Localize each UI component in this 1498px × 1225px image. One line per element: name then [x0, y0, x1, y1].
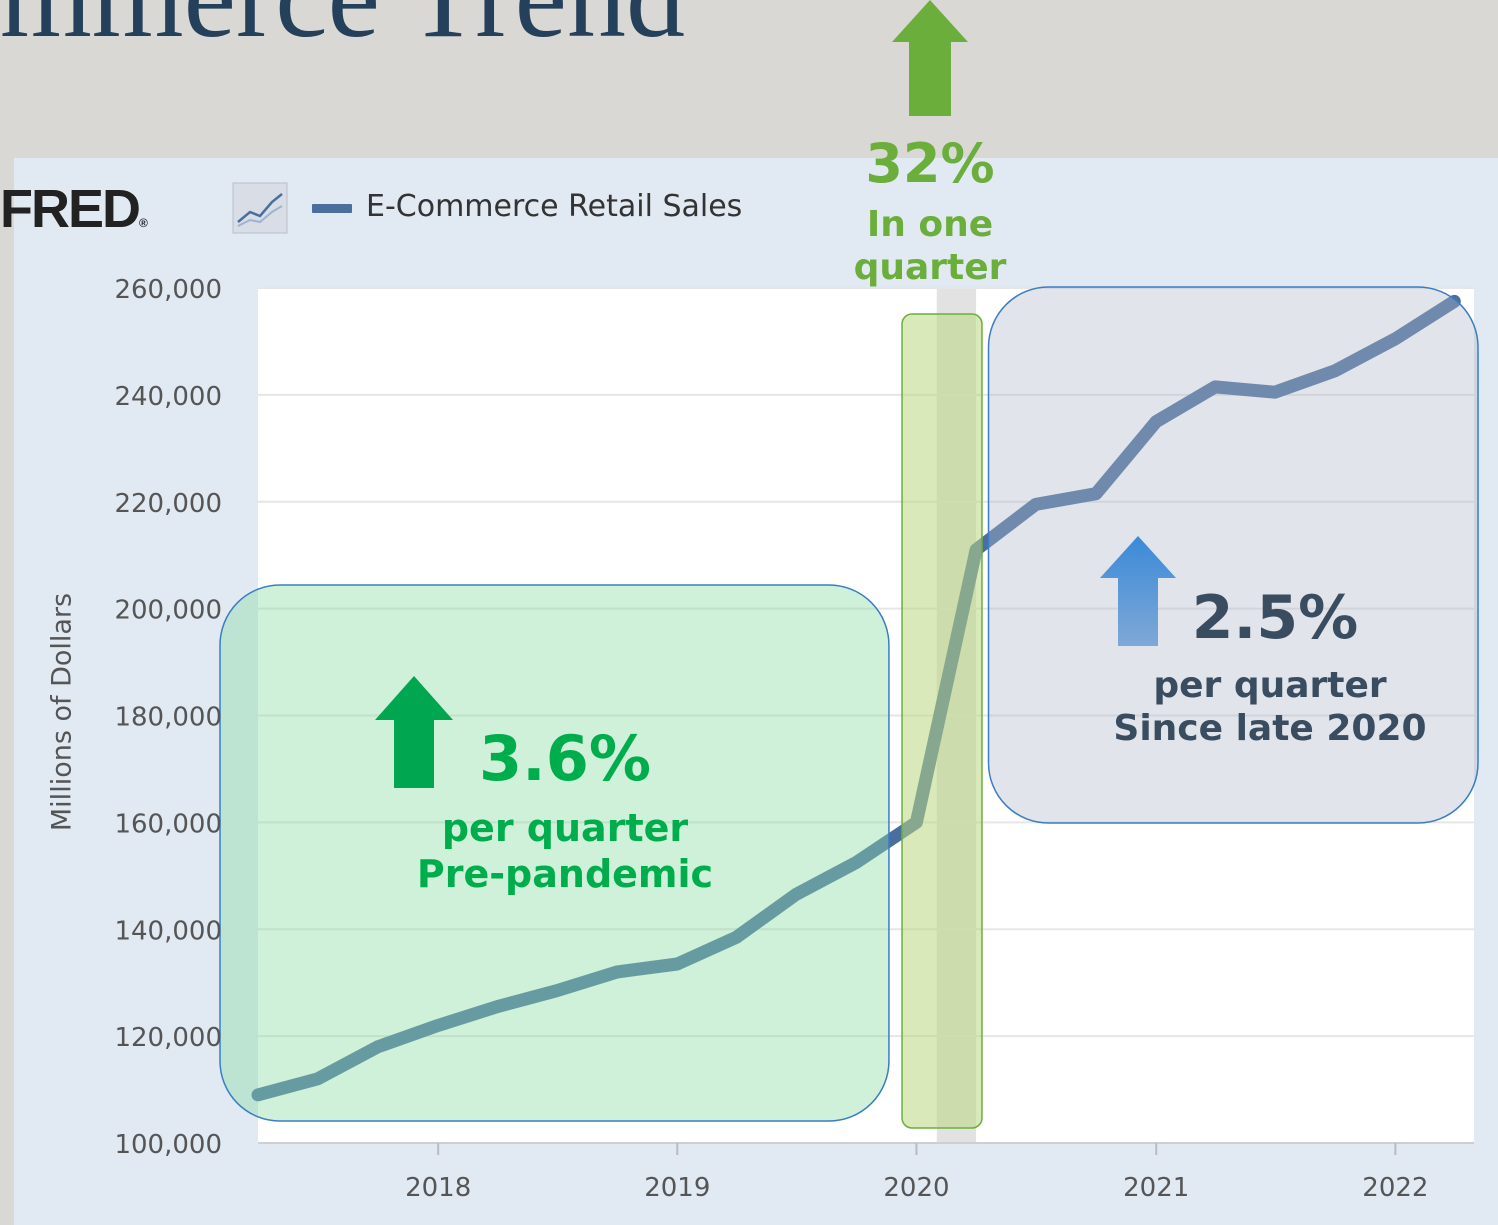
- up-arrow-icon: [892, 0, 968, 116]
- y-tick-label: 100,000: [114, 1130, 222, 1160]
- x-tick-label: 2021: [1123, 1173, 1189, 1203]
- post-caption: per quarter Since late 2020: [1080, 664, 1460, 750]
- spike-highlight: [902, 314, 982, 1128]
- y-tick-label: 160,000: [114, 809, 222, 839]
- y-tick-label: 180,000: [114, 703, 222, 733]
- post-annotation: 2.5%: [1180, 582, 1370, 654]
- x-tick-label: 2020: [883, 1173, 949, 1203]
- spike-line1: In one: [830, 203, 1030, 246]
- post-line1: per quarter: [1080, 664, 1460, 707]
- y-tick-label: 260,000: [114, 275, 222, 305]
- x-tick-label: 2018: [405, 1173, 471, 1203]
- post-line2: Since late 2020: [1080, 707, 1460, 750]
- y-tick-label: 220,000: [114, 489, 222, 519]
- pre-pandemic-caption: per quarter Pre-pandemic: [380, 806, 750, 897]
- pre-value: 3.6%: [400, 722, 730, 796]
- x-tick-label: 2022: [1362, 1173, 1428, 1203]
- pre-pandemic-annotation: 3.6%: [400, 722, 730, 796]
- spike-value: 32%: [830, 132, 1030, 197]
- x-tick-label: 2019: [644, 1173, 710, 1203]
- y-tick-label: 240,000: [114, 382, 222, 412]
- spike-line2: quarter: [830, 246, 1030, 289]
- y-tick-label: 140,000: [114, 916, 222, 946]
- spike-annotation: 32% In one quarter: [830, 132, 1030, 289]
- y-tick-label: 120,000: [114, 1023, 222, 1053]
- y-tick-label: 200,000: [114, 596, 222, 626]
- pre-line1: per quarter: [380, 806, 750, 852]
- post-value: 2.5%: [1180, 582, 1370, 654]
- pre-line2: Pre-pandemic: [380, 852, 750, 898]
